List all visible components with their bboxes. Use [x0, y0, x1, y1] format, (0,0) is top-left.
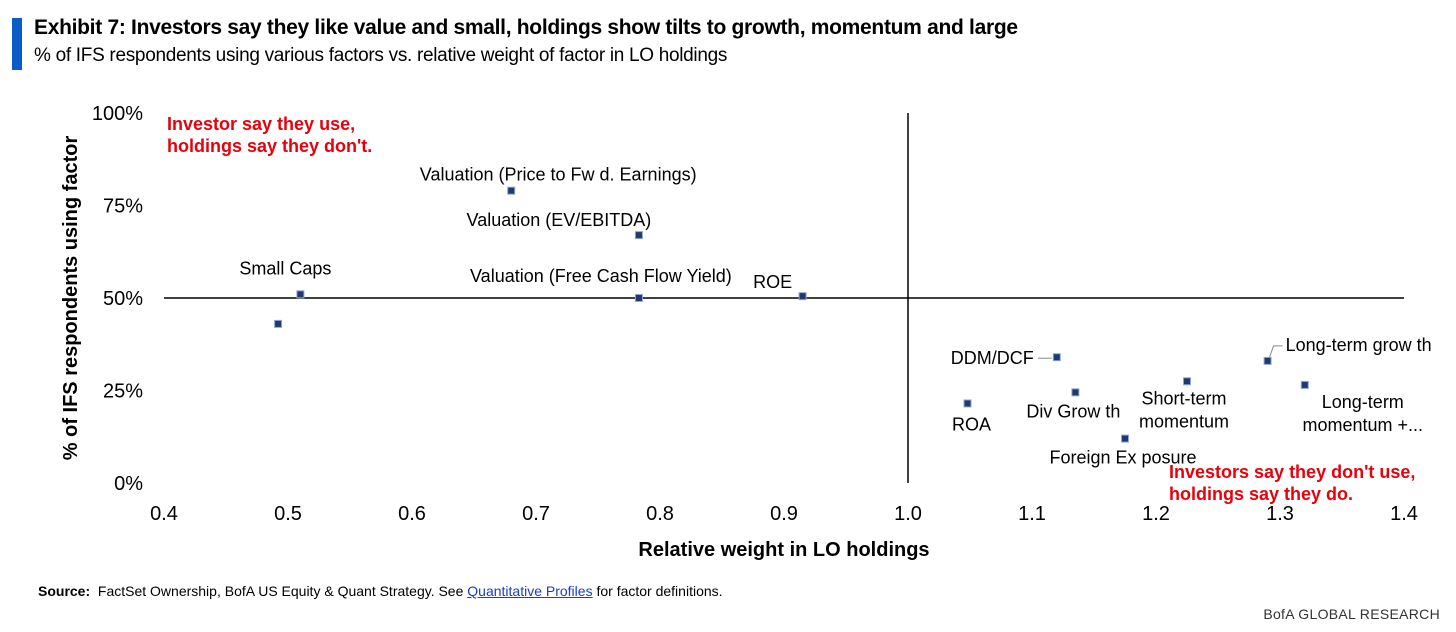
data-point	[274, 319, 283, 328]
y-tick-label: 100%	[92, 103, 143, 125]
x-tick-label: 1.4	[1390, 503, 1418, 525]
data-label: Valuation (Price to Fw d. Earnings)	[420, 165, 697, 185]
data-label: Div Grow th	[1026, 401, 1120, 421]
x-tick-label: 0.8	[646, 503, 674, 525]
data-label: Valuation (Free Cash Flow Yield)	[470, 266, 732, 286]
scatter-chart: 0.4 0.5 0.6 0.7 0.8 0.9 1.0 1.1 1.2 1.3 1.4 0% 25% 50…	[60, 103, 1432, 561]
data-point	[634, 231, 643, 240]
quantitative-profiles-link[interactable]: Quantitative Profiles	[467, 583, 593, 599]
data-point	[1121, 434, 1129, 443]
data-label: momentum	[1139, 411, 1229, 431]
y-tick-label: 50%	[103, 288, 143, 310]
x-tick-label: 1.3	[1266, 503, 1294, 525]
data-label: Short-term	[1141, 388, 1226, 408]
data-label: ROE	[753, 272, 792, 292]
quadrant-annotation: Investor say they use,	[167, 114, 355, 134]
x-tick-label: 0.9	[770, 503, 798, 525]
x-tick-label: 1.0	[894, 503, 922, 525]
source-text-2: for factor definitions.	[592, 583, 723, 599]
data-label: Long-term grow th	[1286, 335, 1432, 355]
source-note: Source: FactSet Ownership, BofA US Equit…	[38, 583, 723, 599]
y-tick-label: 25%	[103, 381, 143, 403]
data-label: Long-term	[1322, 392, 1404, 412]
x-tick-label: 0.5	[274, 503, 302, 525]
x-tick-label: 0.7	[522, 503, 550, 525]
quadrant-annotation: holdings say they don't.	[167, 136, 372, 156]
x-tick-label: 1.2	[1142, 503, 1170, 525]
accent-bar	[12, 18, 22, 70]
data-point	[1263, 356, 1272, 365]
data-point	[1300, 380, 1309, 389]
data-point	[1183, 377, 1191, 386]
data-label: ROA	[952, 414, 991, 434]
y-tick-label: 0%	[114, 473, 143, 495]
data-point	[507, 186, 516, 195]
data-label: momentum +...	[1303, 415, 1424, 435]
y-axis-title: % of IFS respondents using factor	[60, 136, 82, 461]
data-label: DDM/DCF	[951, 348, 1034, 368]
x-tick-label: 0.6	[398, 503, 426, 525]
leader-line	[1269, 345, 1283, 358]
data-point	[798, 292, 807, 301]
data-point	[963, 399, 972, 408]
source-text-1: FactSet Ownership, BofA US Equity & Quan…	[97, 583, 468, 599]
quadrant-annotation: holdings say they do.	[1169, 484, 1353, 504]
data-label: Valuation (EV/EBITDA)	[467, 210, 652, 230]
brand-footer: BofA GLOBAL RESEARCH	[1263, 606, 1440, 622]
quadrant-annotation: Investors say they don't use,	[1169, 462, 1415, 482]
x-tick-label: 0.4	[150, 503, 178, 525]
exhibit-subtitle: % of IFS respondents using various facto…	[34, 45, 728, 66]
data-label: Foreign Ex posure	[1049, 448, 1196, 468]
x-axis-title: Relative weight in LO holdings	[638, 539, 929, 561]
x-tick-label: 1.1	[1018, 503, 1046, 525]
source-label: Source:	[38, 583, 91, 599]
data-point	[1071, 388, 1080, 397]
exhibit-title: Exhibit 7: Investors say they like value…	[34, 16, 1018, 39]
data-point	[296, 290, 305, 299]
data-label: Small Caps	[239, 258, 331, 278]
y-tick-label: 75%	[103, 196, 143, 218]
data-point	[634, 294, 643, 302]
data-point	[1052, 353, 1061, 362]
